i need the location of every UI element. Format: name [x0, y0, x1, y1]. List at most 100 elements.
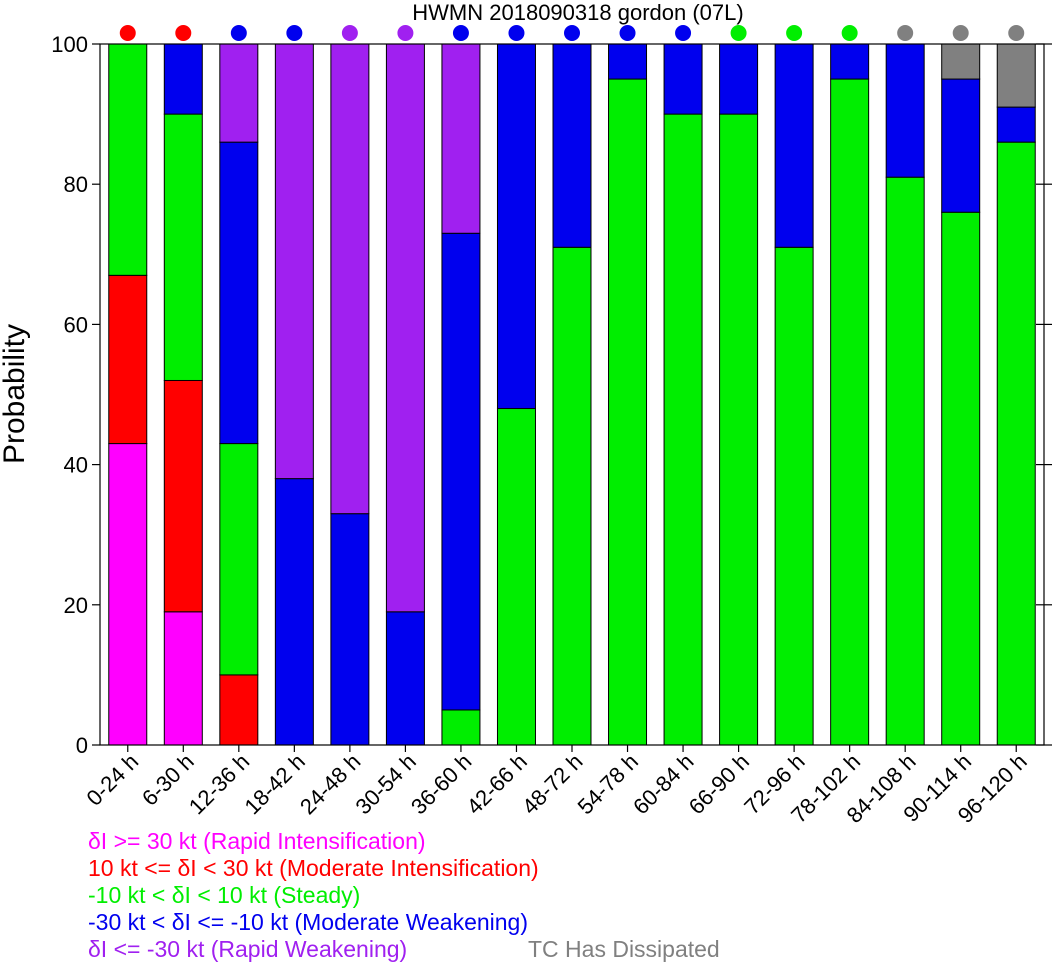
- y-tick-label: 80: [64, 172, 88, 197]
- bar-segment-mi: [163, 379, 203, 613]
- bar-stack-24-48h: [330, 43, 370, 746]
- most-likely-marker: [452, 25, 469, 41]
- most-likely-marker: [1008, 25, 1025, 41]
- x-tick-label: 12-36 h: [184, 749, 254, 819]
- most-likely-marker: [564, 25, 580, 41]
- bar-segment-st: [108, 43, 148, 276]
- bar-segment-mw: [885, 43, 925, 178]
- y-axis-label: Probability: [0, 324, 31, 464]
- bar-segment-ri: [108, 443, 148, 746]
- legend-entry-st: -10 kt < δI < 10 kt (Steady): [88, 882, 360, 908]
- bar-segment-rw: [219, 43, 259, 143]
- bar-segment-st: [219, 443, 259, 676]
- bar-stack-54-78h: [608, 43, 648, 746]
- most-likely-marker: [397, 25, 414, 41]
- bar-segment-st: [996, 141, 1036, 746]
- bar-stack-6-30h: [163, 43, 203, 746]
- bar-segment-ri: [163, 611, 203, 746]
- legend-entry-mi: 10 kt <= δI < 30 kt (Moderate Intensific…: [88, 855, 539, 881]
- bar-segment-rw: [330, 43, 370, 515]
- x-tick-label: 60-84 h: [628, 749, 698, 819]
- bar-segment-mi: [108, 274, 148, 445]
- bar-segment-mw: [163, 43, 203, 115]
- bar-stack-48-72h: [552, 43, 592, 746]
- bar-segment-td: [996, 43, 1036, 108]
- bar-segment-mw: [219, 141, 259, 445]
- x-tick-label: 48-72 h: [517, 749, 587, 819]
- bar-segment-st: [719, 113, 759, 746]
- x-tick-label: 42-66 h: [462, 749, 532, 819]
- x-tick-label: 24-48 h: [295, 749, 365, 819]
- bar-stack-66-90h: [719, 43, 759, 746]
- x-tick-label: 66-90 h: [684, 749, 754, 819]
- bar-segment-st: [496, 408, 536, 746]
- most-likely-marker: [841, 25, 858, 41]
- y-axis: 0 20 40 60 80 100: [51, 32, 1052, 758]
- most-likely-marker: [786, 25, 803, 41]
- most-likely-marker: [341, 25, 358, 41]
- x-axis: 0-24 h6-30 h12-36 h18-42 h24-48 h30-54 h…: [82, 745, 1032, 828]
- legend-entry-mw: -30 kt < δI <= -10 kt (Moderate Weakenin…: [88, 909, 528, 935]
- most-likely-marker: [730, 25, 747, 41]
- bar-stack-78-102h: [830, 43, 870, 746]
- bar-segment-mw: [663, 43, 703, 115]
- y-tick-label: 40: [64, 453, 88, 478]
- bar-segment-st: [552, 246, 592, 746]
- most-likely-marker: [619, 25, 636, 41]
- bar-segment-rw: [385, 43, 425, 613]
- bar-segment-mw: [774, 43, 814, 248]
- y-tick-label: 60: [64, 312, 88, 337]
- bar-stack-60-84h: [663, 43, 703, 746]
- x-tick-label: 18-42 h: [239, 749, 309, 819]
- chart-title: HWMN 2018090318 gordon (07L): [412, 0, 743, 25]
- bar-stack-0-24h: [108, 43, 148, 746]
- bar-segment-rw: [274, 43, 314, 480]
- bars: [108, 43, 1036, 746]
- bar-segment-mi: [219, 674, 259, 746]
- bar-segment-st: [941, 211, 981, 746]
- bar-segment-mw: [830, 43, 870, 80]
- most-likely-marker: [675, 25, 692, 41]
- x-tick-label: 36-60 h: [406, 749, 476, 819]
- bar-segment-mw: [330, 513, 370, 746]
- most-likely-marker: [230, 25, 247, 41]
- bar-segment-mw: [385, 611, 425, 746]
- bar-segment-mw: [552, 43, 592, 248]
- y-tick-label: 100: [51, 32, 88, 57]
- bar-stack-96-120h: [996, 43, 1036, 746]
- bar-segment-mw: [996, 106, 1036, 143]
- bar-stack-18-42h: [274, 43, 314, 746]
- most-likely-marker: [508, 25, 525, 41]
- bar-segment-mw: [719, 43, 759, 115]
- x-tick-label: 54-78 h: [573, 749, 643, 819]
- bar-stack-90-114h: [941, 43, 981, 746]
- bar-segment-st: [885, 176, 925, 746]
- most-likely-marker: [286, 25, 303, 41]
- bar-segment-st: [608, 78, 648, 746]
- bar-stack-72-96h: [774, 43, 814, 746]
- legend-entry-td: TC Has Dissipated: [528, 936, 720, 962]
- y-tick-label: 20: [64, 593, 88, 618]
- most-likely-markers: [119, 25, 1025, 41]
- bar-stack-84-108h: [885, 43, 925, 746]
- bar-segment-st: [163, 113, 203, 381]
- most-likely-marker: [175, 25, 192, 41]
- bar-segment-td: [941, 43, 981, 80]
- bar-stack-12-36h: [219, 43, 259, 746]
- bar-segment-st: [441, 709, 481, 746]
- bar-segment-st: [830, 78, 870, 746]
- legend-entry-ri: δI >= 30 kt (Rapid Intensification): [88, 828, 426, 854]
- x-tick-label: 0-24 h: [82, 749, 144, 811]
- most-likely-marker: [952, 25, 969, 41]
- bar-segment-rw: [441, 43, 481, 234]
- bar-stack-36-60h: [441, 43, 481, 746]
- most-likely-marker: [119, 25, 136, 41]
- legend: δI >= 30 kt (Rapid Intensification)10 kt…: [88, 828, 720, 962]
- legend-entry-rw: δI <= -30 kt (Rapid Weakening): [88, 936, 407, 962]
- bar-stack-30-54h: [385, 43, 425, 746]
- bar-segment-mw: [941, 78, 981, 213]
- bar-segment-st: [663, 113, 703, 746]
- bar-segment-mw: [274, 478, 314, 746]
- most-likely-marker: [897, 25, 914, 41]
